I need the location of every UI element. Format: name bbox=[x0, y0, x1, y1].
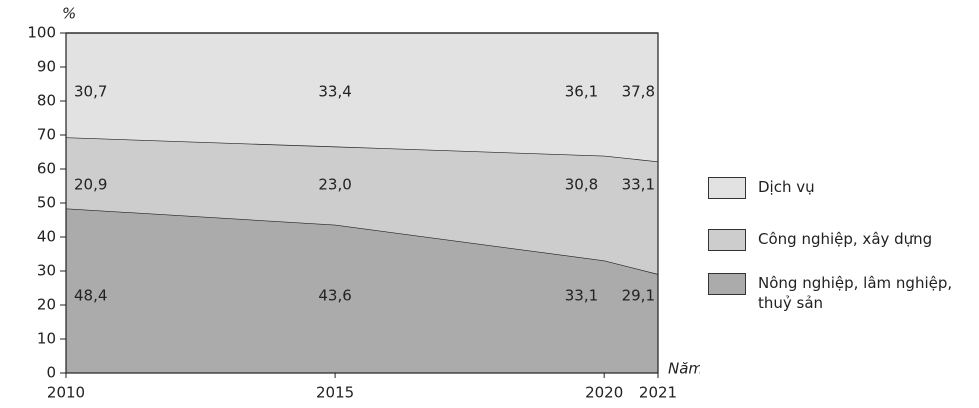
data-label: 36,1 bbox=[565, 83, 598, 101]
y-tick-label: 100 bbox=[27, 24, 56, 42]
data-label: 33,4 bbox=[318, 83, 351, 101]
legend-label: Công nghiệp, xây dựng bbox=[758, 230, 933, 248]
area bbox=[66, 208, 658, 373]
x-tick-label: 2020 bbox=[585, 384, 623, 402]
legend-swatch bbox=[708, 177, 746, 199]
y-tick-label: 70 bbox=[37, 126, 56, 144]
x-tick-label: 2015 bbox=[316, 384, 354, 402]
legend-item: Nông nghiệp, lâm nghiệp, thuỷ sản bbox=[708, 273, 979, 313]
chart: % Năm 48,4 43,6 33,1 29,1 20,9 23,0 30,8 33,1 30… bbox=[27, 5, 700, 402]
data-label: 29,1 bbox=[622, 287, 655, 305]
y-tick-label: 10 bbox=[37, 330, 56, 348]
y-tick-label: 60 bbox=[37, 160, 56, 178]
y-tick-label: 90 bbox=[37, 58, 56, 76]
data-label: 23,0 bbox=[318, 176, 351, 194]
data-label: 30,8 bbox=[565, 176, 598, 194]
y-tick-label: 0 bbox=[46, 364, 56, 382]
area bbox=[66, 137, 658, 275]
data-label: 33,1 bbox=[565, 287, 598, 305]
y-tick-label: 80 bbox=[37, 92, 56, 110]
data-label: 33,1 bbox=[622, 176, 655, 194]
x-tick-label: 2021 bbox=[639, 384, 677, 402]
x-axis-label: Năm bbox=[668, 360, 700, 378]
legend-label: Dịch vụ bbox=[758, 178, 815, 196]
legend-swatch bbox=[708, 229, 746, 251]
data-label: 20,9 bbox=[74, 176, 107, 194]
y-axis-label: % bbox=[62, 5, 76, 23]
y-tick-label: 50 bbox=[37, 194, 56, 212]
data-label: 37,8 bbox=[622, 83, 655, 101]
data-label: 43,6 bbox=[318, 287, 351, 305]
data-label: 48,4 bbox=[74, 287, 107, 305]
legend-item: Công nghiệp, xây dựng bbox=[708, 229, 979, 251]
x-tick-label: 2010 bbox=[47, 384, 85, 402]
data-label: 30,7 bbox=[74, 83, 107, 101]
legend-swatch bbox=[708, 273, 746, 295]
y-tick-label: 40 bbox=[37, 228, 56, 246]
legend-item: Dịch vụ bbox=[708, 177, 979, 199]
y-tick-label: 30 bbox=[37, 262, 56, 280]
area bbox=[66, 33, 658, 162]
y-tick-label: 20 bbox=[37, 296, 56, 314]
legend-label: Nông nghiệp, lâm nghiệp, thuỷ sản bbox=[758, 274, 953, 312]
